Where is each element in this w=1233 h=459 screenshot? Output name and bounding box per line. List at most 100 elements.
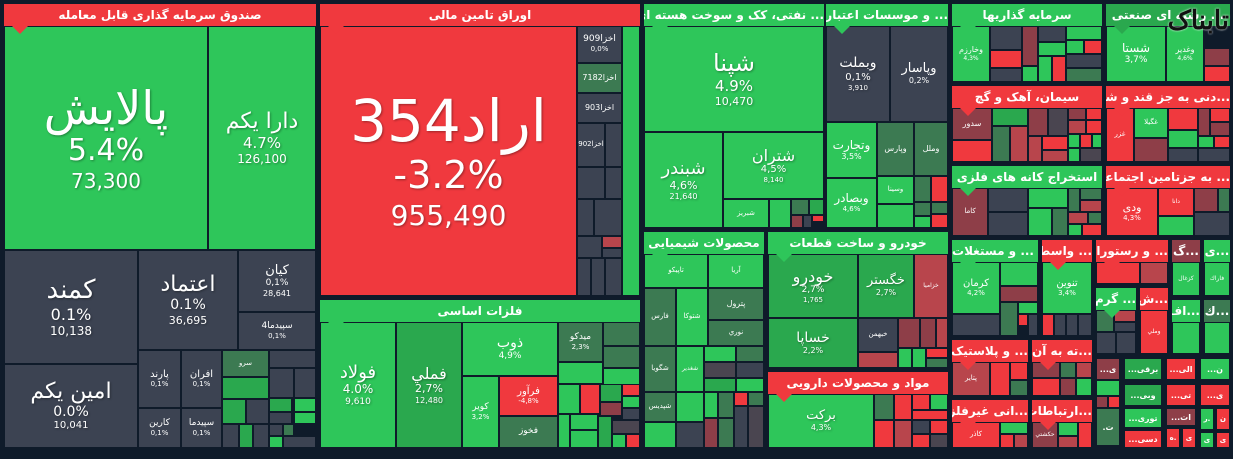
sector-etf[interactable]: صندوق سرمایه گذاری قابل معامله پالایش 5.…	[4, 4, 316, 448]
tile-small[interactable]	[926, 358, 948, 368]
tile-small[interactable]	[1054, 314, 1066, 336]
tile-small[interactable]	[734, 392, 748, 406]
tile-small[interactable]	[1218, 188, 1230, 212]
sector-small-16[interactable]: ی	[1216, 432, 1230, 448]
tile-small[interactable]	[1068, 134, 1080, 148]
sector-metals[interactable]: فلزات اساسی فولاد 4.0% 9,610 فملي 2,7% 1…	[320, 300, 640, 448]
tile-small[interactable]	[952, 140, 992, 162]
tile-small[interactable]	[1018, 314, 1028, 326]
tile-akhza7182[interactable]: اخزا7182	[577, 63, 622, 93]
sector-hotel[interactable]: ... و رستوران	[1096, 240, 1168, 284]
tile-small[interactable]	[1066, 68, 1102, 82]
tile-khgostar[interactable]: خگستر 2,7%	[858, 254, 914, 318]
tile-small[interactable]	[894, 420, 912, 448]
tile-small[interactable]	[791, 215, 803, 228]
tile-small[interactable]	[718, 392, 734, 418]
tile-small[interactable]	[1000, 302, 1018, 336]
tile-vbmellat[interactable]: وبملت 0,1% 3,910	[826, 26, 890, 122]
sector-misc1[interactable]: ...گ کزغال	[1172, 240, 1200, 296]
tile-foolad[interactable]: فولاد 4.0% 9,610	[320, 322, 396, 448]
tile-small[interactable]	[1000, 422, 1028, 434]
tile-small[interactable]	[644, 422, 676, 448]
sector-pharma[interactable]: مواد و محصولات دارویی برکت 4,3%	[768, 372, 948, 448]
tile-small[interactable]	[558, 414, 570, 448]
tile-kerman[interactable]: کرمان 4,2%	[952, 262, 1000, 314]
tile-ghgila[interactable]: غگیلا	[1134, 108, 1168, 138]
tile-khazamia[interactable]: خزامیا	[914, 254, 948, 318]
tile-small[interactable]	[676, 392, 704, 422]
tile-small[interactable]	[283, 436, 316, 448]
tile-small[interactable]	[253, 424, 269, 448]
tile-small[interactable]	[1114, 322, 1136, 332]
tile-small[interactable]	[1204, 322, 1230, 354]
tile-khsapa[interactable]: خساپا 2,2%	[768, 318, 858, 368]
tile-small[interactable]	[931, 176, 948, 202]
tile-small[interactable]	[1068, 212, 1088, 224]
tile-small[interactable]	[605, 258, 622, 296]
tile-khbahman[interactable]: خبهمن	[858, 318, 898, 352]
tile-small[interactable]	[600, 402, 622, 416]
tile-karin[interactable]: کارین 0,1%	[138, 408, 181, 448]
tile-small[interactable]	[1080, 148, 1102, 162]
tile-small[interactable]	[1052, 56, 1066, 82]
tile-small[interactable]	[1168, 130, 1198, 148]
tile-small[interactable]	[1134, 138, 1168, 162]
tile-small[interactable]	[1084, 40, 1102, 54]
tile-small[interactable]	[1000, 286, 1038, 302]
tile-vsina[interactable]: وسینا	[877, 176, 914, 204]
tile-tanvin[interactable]: تنوین 3,4%	[1042, 262, 1092, 314]
tile-small[interactable]	[874, 394, 894, 420]
tile-small[interactable]	[602, 236, 622, 248]
tile-barakat[interactable]: برکت 4,3%	[768, 394, 874, 448]
tile-small[interactable]	[598, 416, 612, 448]
tile-small[interactable]	[1018, 302, 1038, 314]
tile-small[interactable]	[222, 377, 269, 399]
tile-small[interactable]	[1014, 434, 1028, 448]
tile-fameli[interactable]: فملي 2,7% 12,480	[396, 322, 462, 448]
tile-small[interactable]	[1096, 380, 1120, 396]
tile-nori[interactable]: نوري	[708, 320, 764, 346]
tile-petrol[interactable]: پترول	[708, 288, 764, 320]
tile-small[interactable]	[912, 394, 930, 410]
tile-small[interactable]	[912, 420, 930, 434]
tile-small[interactable]	[269, 350, 316, 368]
sector-realestate[interactable]: ... و مستغلات کرمان 4,2%	[952, 240, 1038, 336]
tile-small[interactable]	[269, 412, 292, 424]
tile-kian[interactable]: کیان 0,1% 28,641	[238, 250, 316, 312]
tile-small[interactable]	[990, 362, 1010, 396]
tile-small[interactable]	[992, 126, 1010, 162]
sector-small-10[interactable]: ر.	[1200, 408, 1214, 430]
tile-small[interactable]	[1028, 188, 1068, 208]
tile-small[interactable]	[269, 368, 294, 398]
tile-small[interactable]	[603, 346, 640, 368]
sector-multi[interactable]: ... رشته ای صنعتی شستا 3,7% وغدیر 4,6%	[1106, 4, 1230, 82]
tile-small[interactable]	[570, 414, 598, 430]
tile-small[interactable]	[1042, 150, 1068, 162]
sector-brokers[interactable]: ... واسط تنوین 3,4%	[1042, 240, 1092, 336]
tile-small[interactable]	[1204, 48, 1230, 66]
tile-small[interactable]	[1108, 396, 1120, 408]
tile-small[interactable]	[1028, 314, 1038, 336]
tile-small[interactable]	[952, 314, 1000, 336]
tile-small[interactable]	[914, 176, 931, 202]
tile-sepidma[interactable]: سپیدما 0,1%	[181, 408, 222, 448]
tile-small[interactable]	[269, 424, 283, 436]
tile-small[interactable]	[914, 202, 931, 216]
sector-bonds[interactable]: اوراق تامین مالی اراد354 -3.2% 955,490 ا…	[320, 4, 640, 296]
tile-small[interactable]	[931, 214, 948, 228]
tile-small[interactable]	[591, 258, 605, 296]
tile-small[interactable]	[791, 199, 809, 215]
tile-arya[interactable]: آریا	[708, 254, 764, 288]
tile-parand[interactable]: پارند 0,1%	[138, 350, 181, 408]
tile-shegoya[interactable]: شگویا	[644, 346, 676, 392]
tile-small[interactable]	[1198, 148, 1230, 162]
tile-small[interactable]	[1068, 120, 1086, 134]
sector-small-0[interactable]: ...ی .ت	[1096, 358, 1120, 446]
tile-small[interactable]	[294, 412, 316, 424]
tile-small[interactable]	[1092, 134, 1102, 148]
tile-small[interactable]	[1038, 26, 1066, 42]
tile-small[interactable]	[1078, 422, 1092, 448]
tile-small[interactable]	[1088, 212, 1102, 224]
sector-misc7[interactable]: ...اف	[1172, 300, 1200, 354]
sector-misc4[interactable]: ...ش وملي	[1140, 288, 1168, 354]
